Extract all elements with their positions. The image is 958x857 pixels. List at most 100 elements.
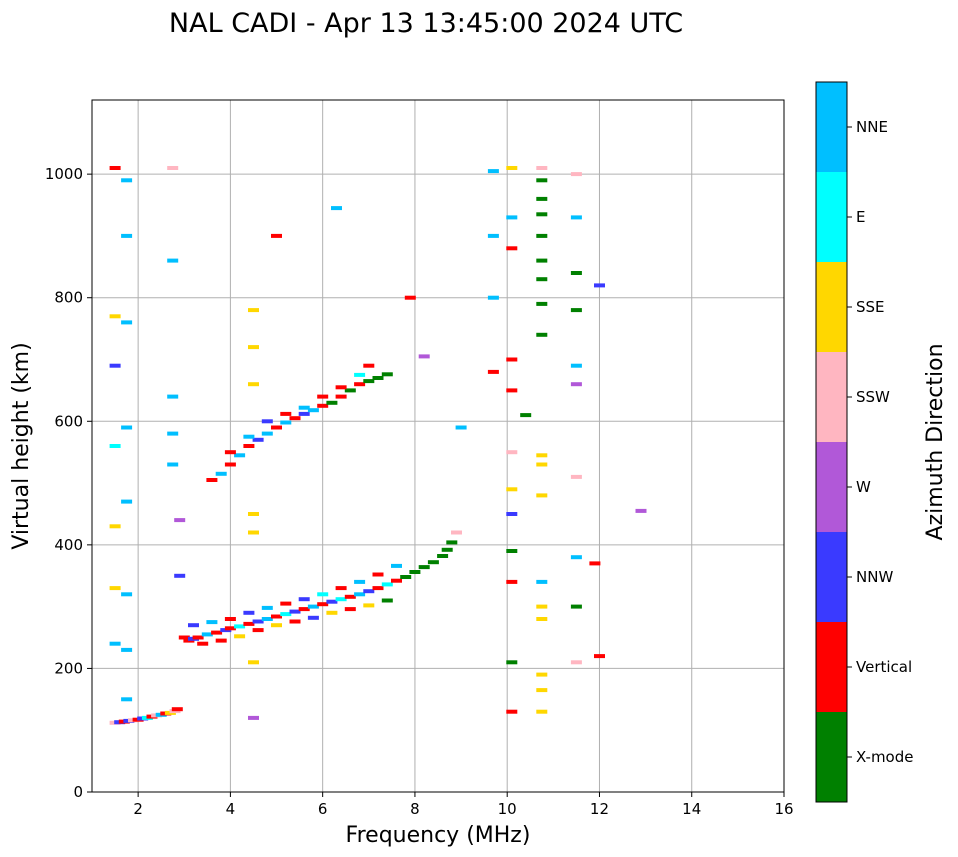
echo-point — [317, 592, 329, 597]
echo-point — [331, 206, 342, 211]
data-marks — [109, 166, 647, 725]
echo-point — [298, 411, 310, 416]
echo-point — [536, 579, 548, 584]
echo-point — [536, 277, 548, 282]
echo-point — [271, 614, 282, 619]
echo-point — [354, 579, 366, 584]
echo-point — [280, 612, 292, 617]
echo-point — [289, 619, 301, 624]
echo-point — [109, 166, 121, 170]
echo-point — [506, 709, 518, 714]
series-group — [224, 363, 375, 455]
y-tick-label: 0 — [73, 783, 83, 801]
echo-point — [121, 592, 133, 597]
echo-point — [372, 572, 384, 577]
echo-point — [536, 332, 548, 337]
echo-point — [335, 385, 347, 390]
echo-point — [363, 589, 375, 594]
echo-point — [261, 605, 273, 610]
colorbar-category-label: NNE — [856, 118, 888, 136]
echo-point — [570, 215, 582, 220]
echo-point — [506, 166, 518, 170]
echo-point — [506, 579, 518, 584]
colorbar: X-mode Vertical NNW W SSW SSE E NNE — [815, 81, 913, 803]
echo-point — [252, 628, 264, 633]
x-tick-label: 2 — [133, 800, 143, 818]
series-group — [178, 530, 462, 643]
echo-point — [506, 487, 518, 492]
echo-point — [326, 599, 338, 604]
echo-point — [224, 617, 236, 621]
echo-point — [121, 178, 133, 183]
echo-point — [635, 508, 647, 513]
echo-point — [261, 419, 273, 424]
echo-point — [570, 271, 582, 275]
echo-point — [391, 578, 402, 583]
x-tick-label: 16 — [774, 800, 793, 818]
echo-point — [536, 166, 548, 170]
echo-point — [271, 623, 282, 628]
x-tick-label: 4 — [226, 800, 236, 818]
echo-point — [427, 560, 439, 565]
echo-point — [167, 431, 179, 436]
x-tick-label: 6 — [318, 800, 328, 818]
echo-point — [570, 382, 582, 387]
echo-point — [455, 425, 467, 430]
y-tick-label: 200 — [54, 659, 83, 677]
echo-point — [109, 444, 121, 448]
echo-point — [570, 660, 582, 665]
echo-point — [536, 493, 548, 498]
echo-point — [487, 169, 499, 174]
echo-point — [307, 604, 319, 609]
echo-point — [252, 437, 264, 442]
echo-point — [400, 575, 412, 579]
echo-point — [570, 172, 582, 177]
echo-point — [536, 617, 548, 621]
echo-point — [271, 233, 282, 238]
echo-point — [109, 314, 121, 319]
series-group — [536, 166, 548, 714]
echo-point — [280, 601, 292, 606]
echo-point — [570, 474, 582, 479]
echo-point — [167, 394, 179, 399]
echo-point — [224, 462, 236, 467]
echo-point — [188, 623, 199, 628]
echo-point — [335, 597, 347, 602]
echo-point — [248, 345, 259, 350]
echo-point — [307, 408, 319, 413]
chart-title: NAL CADI - Apr 13 13:45:00 2024 UTC — [169, 8, 683, 39]
echo-point — [391, 563, 402, 568]
echo-point — [506, 512, 518, 516]
series-group — [109, 707, 183, 725]
echo-point — [271, 425, 282, 430]
echo-point — [261, 617, 273, 621]
echo-point — [344, 607, 356, 612]
echo-point — [109, 524, 121, 529]
echo-point — [326, 400, 338, 405]
echo-point — [363, 379, 375, 384]
colorbar-segment — [816, 262, 847, 352]
x-tick-label: 12 — [590, 800, 609, 818]
echo-point — [536, 212, 548, 217]
echo-point — [363, 603, 375, 608]
echo-point — [317, 394, 329, 399]
echo-point — [109, 586, 121, 591]
echo-point — [234, 453, 246, 458]
echo-point — [487, 233, 499, 238]
echo-point — [363, 363, 375, 368]
echo-point — [506, 246, 518, 251]
echo-point — [317, 403, 329, 408]
echo-point — [372, 586, 384, 591]
colorbar-category-label: W — [856, 478, 871, 496]
echo-point — [178, 635, 190, 640]
echo-point — [109, 641, 121, 646]
echo-point — [487, 369, 499, 374]
echo-point — [381, 598, 393, 603]
echo-point — [536, 709, 548, 714]
series-group — [197, 598, 393, 646]
colorbar-segment — [816, 172, 847, 262]
echo-point — [570, 308, 582, 313]
y-axis-label: Virtual height (km) — [9, 342, 34, 549]
echo-point — [248, 512, 259, 516]
echo-point — [243, 621, 255, 626]
